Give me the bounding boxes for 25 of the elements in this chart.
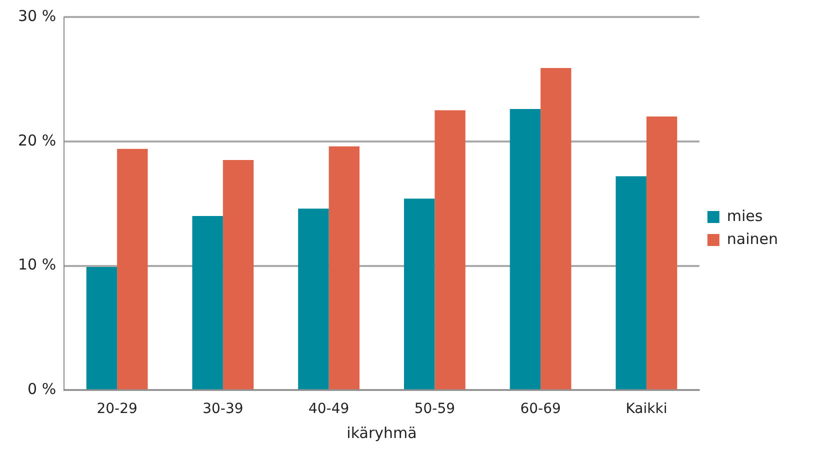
x-tick-label: 30-39 [202,401,244,418]
bar [192,216,223,390]
x-axis-title: ikäryhmä [346,424,417,442]
bar [222,160,254,390]
legend-label: nainen [726,230,778,248]
x-tick-label: 60-69 [520,401,561,418]
y-tick-label: 20 % [18,131,56,150]
bar [328,146,360,390]
x-tick-label: 40-49 [308,401,350,418]
y-tick-label: 30 % [18,6,56,25]
bar [434,110,466,390]
bar [540,68,572,390]
y-tick-label: 0 % [28,380,56,398]
bar [298,208,329,390]
bar [616,176,646,390]
bar [510,109,541,390]
y-tick-label: 10 % [18,256,56,274]
legend-label: mies [726,206,763,225]
x-tick-label: 20-29 [96,401,138,418]
bar [404,198,435,390]
bar [117,148,148,390]
x-tick-label: Kaikki [626,401,668,418]
bar [646,116,678,390]
x-tick-label: 50-59 [414,401,456,418]
bar [86,267,118,390]
